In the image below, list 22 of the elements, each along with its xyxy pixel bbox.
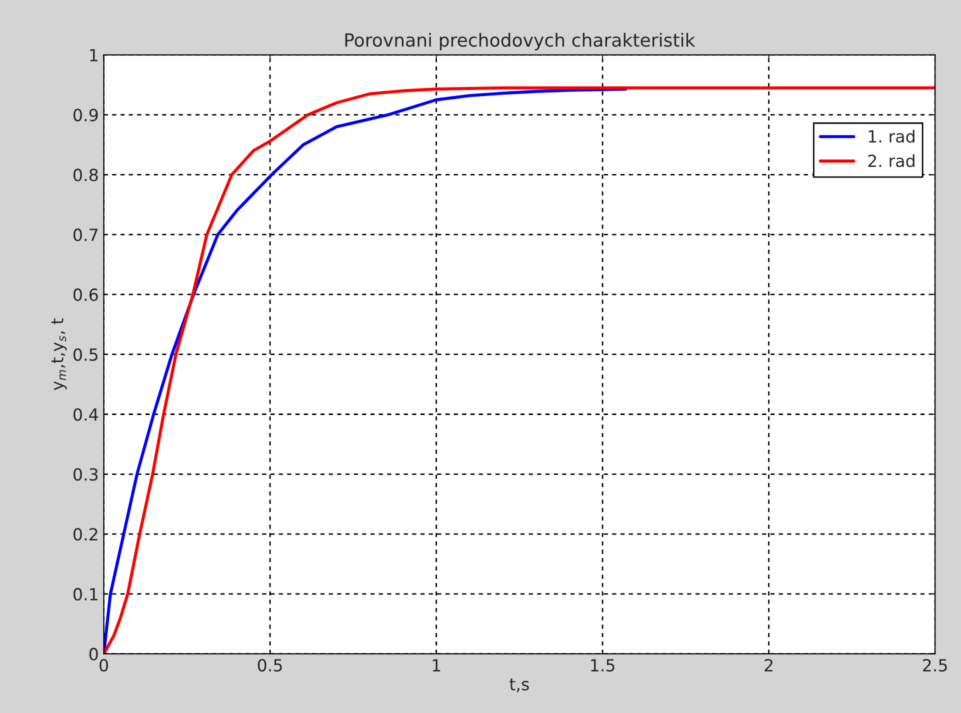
legend-label: 1. rad [868, 130, 914, 143]
x-tick-label: 1.5 [591, 659, 614, 672]
y-tick-label: 0.5 [74, 348, 98, 361]
y-tick-label: 0.8 [74, 168, 98, 182]
x-tick-label: 0 [100, 658, 108, 672]
x-axis-title: t,s [510, 678, 529, 692]
x-tick-label: 2 [764, 658, 772, 672]
y-tick-label: 0.4 [74, 408, 98, 421]
y-axis-title: y$_{m}$,t,y$_{s}$, t [52, 318, 67, 390]
y-tick-label: 0.9 [74, 108, 98, 122]
y-tick-label: 0.2 [74, 528, 98, 541]
y-tick-label: 0.6 [74, 288, 98, 302]
x-tick-label: 1 [432, 659, 440, 672]
x-tick-label: 2.5 [923, 658, 947, 672]
legend-label: 2. rad [868, 154, 914, 168]
y-tick-label: 0.1 [74, 588, 98, 600]
y-tick-label: 0.3 [74, 468, 98, 481]
y-tick-label: 1 [90, 49, 98, 62]
chart-title: Porovnani prechodovych charakteristik [345, 32, 696, 50]
y-tick-label: 0.7 [74, 228, 98, 242]
x-tick-label: 0.5 [258, 658, 282, 672]
y-tick-label: 0 [89, 648, 98, 660]
